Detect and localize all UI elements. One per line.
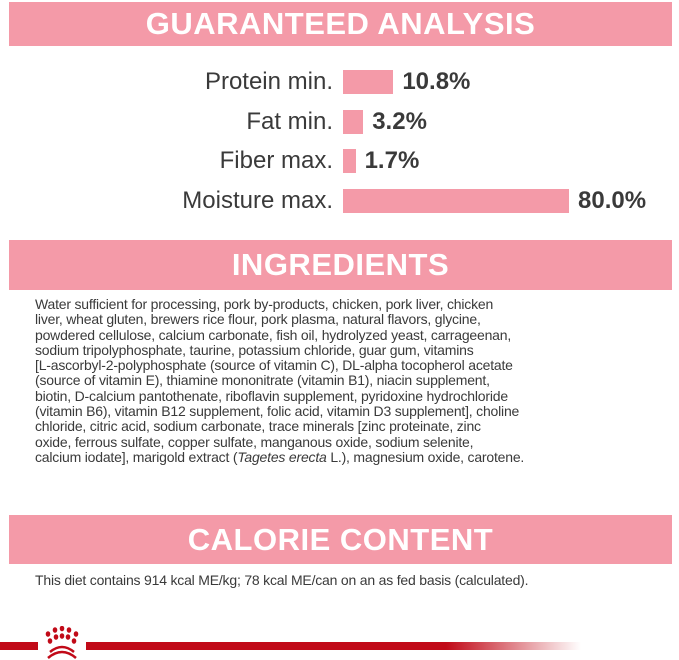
calorie-content-text: This diet contains 914 kcal ME/kg; 78 kc… — [35, 572, 529, 588]
ingredients-text: Water sufficient for processing, pork by… — [35, 296, 525, 465]
analysis-label: Fiber max. — [219, 147, 333, 174]
analysis-row-moisture: Moisture max. 80.0% — [0, 187, 679, 214]
analysis-label: Protein min. — [204, 68, 333, 95]
ingredients-line: biotin, D-calcium pantothenate, riboflav… — [35, 387, 508, 404]
guaranteed-analysis-header: GUARANTEED ANALYSIS — [9, 2, 672, 46]
ingredients-line: chloride, citric acid, sodium carbonate,… — [35, 418, 481, 435]
ingredients-latin-name: Tagetes erecta — [237, 448, 327, 465]
analysis-bar — [343, 189, 569, 213]
analysis-value: 10.8% — [402, 68, 471, 95]
ingredients-line: [L-ascorbyl-2-polyphosphate (source of v… — [35, 357, 513, 374]
analysis-row-fat: Fat min. 3.2% — [0, 108, 679, 135]
analysis-label: Moisture max. — [182, 187, 333, 214]
ingredients-text-part: L.), magnesium oxide, carotene. — [326, 448, 525, 465]
analysis-value: 3.2% — [372, 108, 427, 135]
ingredients-header: INGREDIENTS — [9, 240, 672, 290]
footer-line-left — [0, 642, 38, 650]
analysis-row-fiber: Fiber max. 1.7% — [0, 147, 679, 174]
ingredients-text-part: calcium iodate], marigold extract ( — [35, 448, 238, 465]
analysis-label: Fat min. — [246, 108, 333, 135]
ingredients-line: calcium iodate], marigold extract (Taget… — [35, 448, 525, 465]
analysis-value: 1.7% — [364, 147, 420, 174]
ingredients-line: oxide, ferrous sulfate, copper sulfate, … — [35, 433, 474, 450]
analysis-bar — [343, 149, 356, 173]
ingredients-line: (vitamin B6), vitamin B12 supplement, fo… — [35, 403, 520, 420]
ingredients-line: sodium tripolyphosphate, taurine, potass… — [35, 341, 474, 358]
royal-canin-crown-logo — [45, 626, 79, 659]
footer-line-fade — [446, 642, 581, 650]
ingredients-line: Water sufficient for processing, pork by… — [35, 296, 494, 312]
ingredients-line: liver, wheat gluten, brewers rice flour,… — [35, 311, 481, 328]
ingredients-line: powdered cellulose, calcium carbonate, f… — [35, 326, 512, 343]
ingredients-line: (source of vitamin E), thiamine mononitr… — [35, 372, 490, 389]
analysis-bar — [343, 110, 364, 134]
analysis-bar — [343, 70, 394, 94]
analysis-value: 80.0% — [578, 187, 647, 214]
analysis-row-protein: Protein min. 10.8% — [0, 68, 679, 95]
calorie-content-header: CALORIE CONTENT — [9, 515, 672, 564]
footer-line-right — [86, 642, 446, 650]
